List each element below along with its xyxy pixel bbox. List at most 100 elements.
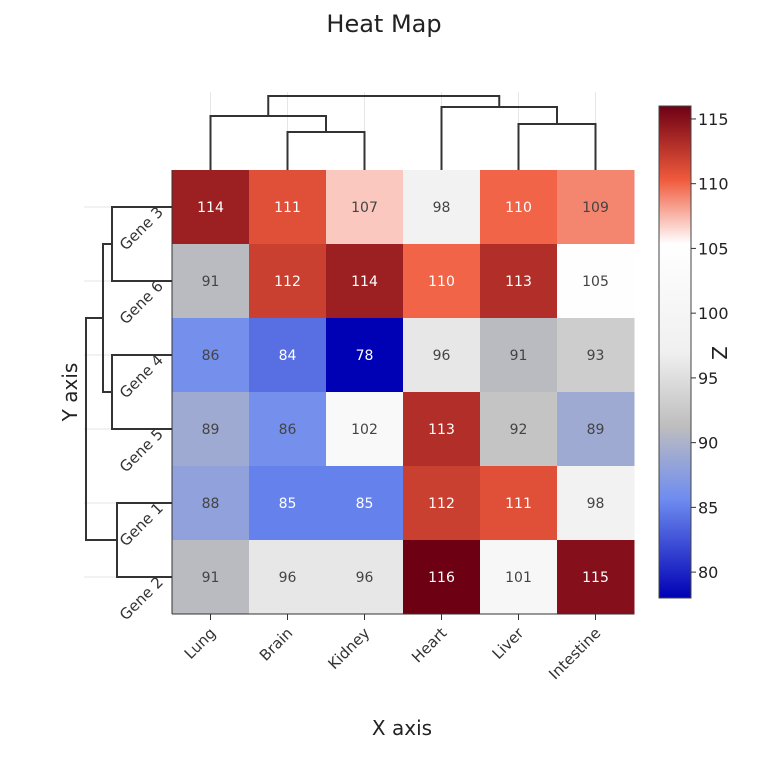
cell-value-label: 86 <box>202 348 220 364</box>
heatmap-cell <box>172 170 250 245</box>
heatmap-cell <box>326 540 404 615</box>
chart-title: Heat Map <box>326 10 441 38</box>
column-dendrogram <box>209 95 597 170</box>
cell-value-label: 115 <box>582 570 609 586</box>
dendrogram-link <box>517 123 597 170</box>
colorbar: 80 85 90 95 100 105 110 115 <box>658 105 729 599</box>
x-tick-label: Lung <box>181 624 220 663</box>
heatmap-cell <box>249 466 327 541</box>
heatmap-cell <box>326 318 404 393</box>
heatmap-cell <box>403 318 481 393</box>
heatmap-cell <box>557 392 635 467</box>
colorbar-tick-label: 80 <box>698 563 718 582</box>
heatmap-cell <box>403 392 481 467</box>
cell-value-label: 109 <box>582 200 609 216</box>
cell-value-label: 105 <box>582 274 609 290</box>
cell-value-label: 96 <box>433 348 451 364</box>
x-tick-label: Brain <box>256 624 297 665</box>
cell-value-label: 113 <box>505 274 532 290</box>
cell-value-label: 84 <box>279 348 297 364</box>
dendrogram-link <box>286 131 366 170</box>
heatmap-cell <box>403 244 481 319</box>
cell-value-label: 102 <box>351 422 378 438</box>
cell-value-label: 91 <box>202 570 220 586</box>
colorbar-tick-label: 105 <box>698 239 729 258</box>
cell-value-label: 114 <box>197 200 224 216</box>
heatmap-cells: 114 111 107 98 110 109 91 112 114 110 113 105 86 84 78… <box>172 170 635 615</box>
x-axis-title: X axis <box>372 716 432 740</box>
y-tick-label: Gene 6 <box>116 277 167 328</box>
heatmap-cell <box>557 466 635 541</box>
y-axis-title: Y axis <box>58 363 82 423</box>
heatmap-cell <box>480 244 558 319</box>
dendrogram-link <box>85 317 117 541</box>
dendrogram-link <box>267 95 501 116</box>
heatmap-cell <box>557 170 635 245</box>
heatmap-cell <box>326 392 404 467</box>
cell-value-label: 85 <box>356 496 374 512</box>
x-tick-label: Heart <box>408 624 450 666</box>
cell-value-label: 88 <box>202 496 220 512</box>
cell-value-label: 91 <box>510 348 528 364</box>
heatmap-cell <box>557 318 635 393</box>
heatmap-cell <box>557 244 635 319</box>
cell-value-label: 92 <box>510 422 528 438</box>
cell-value-label: 113 <box>428 422 455 438</box>
y-tick-label: Gene 3 <box>116 203 167 254</box>
heatmap-cell <box>172 392 250 467</box>
colorbar-gradient <box>658 105 692 599</box>
colorbar-tick-label: 100 <box>698 304 729 323</box>
cell-value-label: 98 <box>433 200 451 216</box>
dendrogram-link <box>209 115 327 170</box>
colorbar-tick-label: 90 <box>698 434 718 453</box>
heatmap-cell <box>480 466 558 541</box>
heatmap-cell <box>403 466 481 541</box>
cell-value-label: 85 <box>279 496 297 512</box>
heatmap-cell <box>480 318 558 393</box>
heatmap-cell <box>172 318 250 393</box>
heatmap-cell <box>326 466 404 541</box>
heatmap-cell <box>172 466 250 541</box>
cell-value-label: 110 <box>428 274 455 290</box>
x-tick-label: Liver <box>489 624 528 663</box>
heatmap-cell <box>249 540 327 615</box>
cell-value-label: 91 <box>202 274 220 290</box>
cell-value-label: 98 <box>587 496 605 512</box>
heatmap-cell <box>249 318 327 393</box>
y-tick-label: Gene 4 <box>116 351 167 402</box>
heatmap-cell <box>403 170 481 245</box>
cell-value-label: 78 <box>356 348 374 364</box>
dendrogram-link <box>440 106 558 170</box>
cell-value-label: 96 <box>356 570 374 586</box>
heatmap-cell <box>403 540 481 615</box>
cell-value-label: 111 <box>274 200 301 216</box>
colorbar-title: Z <box>707 346 731 360</box>
cell-value-label: 112 <box>274 274 301 290</box>
heatmap-cell <box>326 244 404 319</box>
heatmap-cell <box>480 170 558 245</box>
cell-value-label: 107 <box>351 200 378 216</box>
cell-value-label: 116 <box>428 570 455 586</box>
x-tick-label: Kidney <box>324 624 373 673</box>
heatmap-cell <box>557 540 635 615</box>
heatmap-cell <box>326 170 404 245</box>
y-tick-label: Gene 5 <box>116 425 167 476</box>
y-tick-label: Gene 1 <box>116 499 167 550</box>
colorbar-tick-label: 110 <box>698 175 729 194</box>
row-dendrogram <box>85 206 172 578</box>
cell-value-label: 96 <box>279 570 297 586</box>
heatmap-cell <box>249 244 327 319</box>
cell-value-label: 89 <box>587 422 605 438</box>
cell-value-label: 110 <box>505 200 532 216</box>
cell-value-label: 89 <box>202 422 220 438</box>
heatmap-cell <box>480 540 558 615</box>
cell-value-label: 111 <box>505 496 532 512</box>
dendrogram-link <box>102 243 112 393</box>
colorbar-tick-label: 115 <box>698 110 729 129</box>
colorbar-tick-label: 85 <box>698 498 718 517</box>
heatmap-cell <box>249 170 327 245</box>
heatmap-cell <box>249 392 327 467</box>
cell-value-label: 101 <box>505 570 532 586</box>
colorbar-tick-label: 95 <box>698 369 718 388</box>
